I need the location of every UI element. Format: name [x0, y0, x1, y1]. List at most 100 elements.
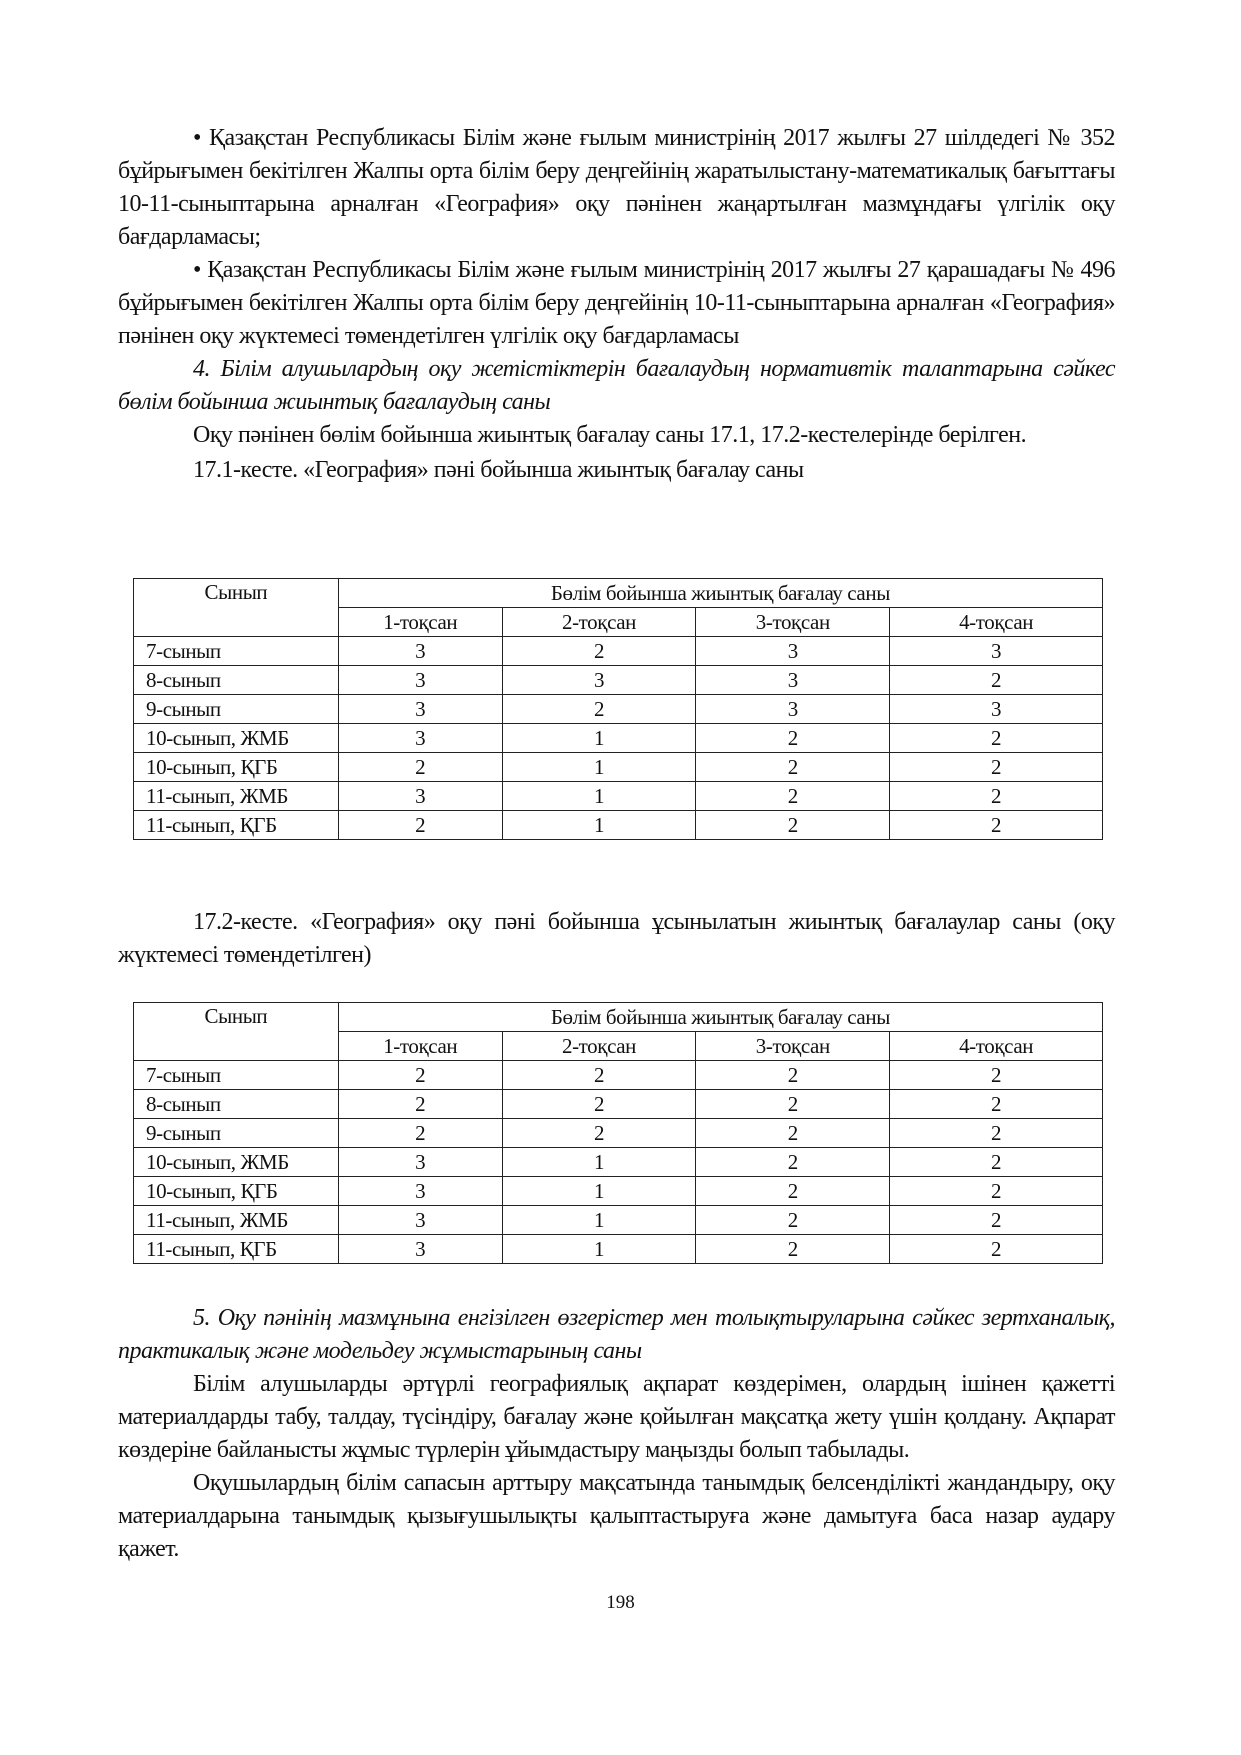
bullet-paragraph: • Қазақстан Республикасы Білім және ғылы…	[118, 125, 1116, 250]
table-row: 10-сынып, ЖМБ 3 1 2 2	[133, 1147, 1103, 1177]
cell-value: 2	[695, 810, 891, 840]
table2-caption-block: 17.2-кесте. «География» оқу пәні бойынша…	[118, 906, 1116, 972]
cell-value: 2	[695, 1205, 891, 1235]
group-header: Бөлім бойынша жиынтық бағалау саны	[337, 578, 1104, 608]
cell-value: 3	[337, 1234, 503, 1264]
table-row: 10-сынып, ҚГБ 2 1 2 2	[133, 752, 1103, 782]
cell-value: 2	[501, 636, 697, 666]
cell-value: 2	[695, 1176, 891, 1206]
row-label: 11-сынып, ЖМБ	[133, 781, 339, 811]
cell-value: 2	[695, 1060, 891, 1090]
cell-value: 2	[501, 1118, 697, 1148]
cell-value: 2	[695, 1147, 891, 1177]
row-label: 11-сынып, ЖМБ	[133, 1205, 339, 1235]
table-header-row: Сынып Бөлім бойынша жиынтық бағалау саны	[133, 578, 1104, 637]
cell-value: 2	[889, 665, 1103, 695]
cell-value: 2	[889, 723, 1103, 753]
column-header-quarter: 3-тоқсан	[695, 607, 891, 637]
cell-value: 2	[695, 723, 891, 753]
table-row: 11-сынып, ҚГБ 3 1 2 2	[133, 1234, 1103, 1264]
cell-value: 2	[889, 810, 1103, 840]
row-label: 8-сынып	[133, 665, 339, 695]
cell-value: 1	[501, 1176, 697, 1206]
cell-value: 2	[695, 752, 891, 782]
cell-value: 3	[889, 636, 1103, 666]
cell-value: 2	[695, 1234, 891, 1264]
cell-value: 3	[695, 665, 891, 695]
cell-value: 2	[501, 1089, 697, 1119]
column-header-quarter: 1-тоқсан	[337, 1031, 503, 1061]
row-label: 11-сынып, ҚГБ	[133, 810, 339, 840]
paragraph: Оқу пәнінен бөлім бойынша жиынтық бағала…	[193, 422, 1027, 448]
cell-value: 2	[501, 694, 697, 724]
column-header-quarter: 4-тоқсан	[889, 607, 1103, 637]
cell-value: 2	[695, 1089, 891, 1119]
cell-value: 1	[501, 1234, 697, 1264]
cell-value: 2	[889, 1205, 1103, 1235]
column-header-class: Сынып	[133, 578, 339, 637]
cell-value: 3	[337, 694, 503, 724]
cell-value: 3	[337, 781, 503, 811]
table-row: 7-сынып 2 2 2 2	[133, 1060, 1103, 1090]
row-label: 10-сынып, ЖМБ	[133, 723, 339, 753]
table-row: 10-сынып, ҚГБ 3 1 2 2	[133, 1176, 1103, 1206]
group-header: Бөлім бойынша жиынтық бағалау саны	[337, 1002, 1104, 1032]
table-row: 7-сынып 3 2 3 3	[133, 636, 1103, 666]
section-heading-4: 4. Білім алушылардың оқу жетістіктерін б…	[118, 356, 1116, 415]
row-label: 9-сынып	[133, 1118, 339, 1148]
table2-caption: 17.2-кесте. «География» оқу пәні бойынша…	[118, 909, 1116, 968]
cell-value: 2	[337, 810, 503, 840]
table-row: 11-сынып, ҚГБ 2 1 2 2	[133, 810, 1103, 840]
cell-value: 1	[501, 1205, 697, 1235]
column-header-quarter: 4-тоқсан	[889, 1031, 1103, 1061]
table-row: 8-сынып 2 2 2 2	[133, 1089, 1103, 1119]
row-label: 8-сынып	[133, 1089, 339, 1119]
top-text: • Қазақстан Республикасы Білім және ғылы…	[118, 122, 1116, 487]
row-label: 7-сынып	[133, 636, 339, 666]
cell-value: 1	[501, 1147, 697, 1177]
row-label: 7-сынып	[133, 1060, 339, 1090]
row-label: 10-сынып, ҚГБ	[133, 752, 339, 782]
cell-value: 2	[337, 1089, 503, 1119]
table1-caption: 17.1-кесте. «География» пәні бойынша жиы…	[193, 457, 804, 483]
paragraph: Оқушылардың білім сапасын арттыру мақсат…	[118, 1470, 1116, 1562]
table-row: 11-сынып, ЖМБ 3 1 2 2	[133, 1205, 1103, 1235]
cell-value: 2	[889, 752, 1103, 782]
column-header-quarter: 2-тоқсан	[501, 607, 697, 637]
page-number: 198	[606, 1592, 635, 1613]
table-row: 11-сынып, ЖМБ 3 1 2 2	[133, 781, 1103, 811]
column-header-quarter: 1-тоқсан	[337, 607, 503, 637]
cell-value: 3	[337, 1147, 503, 1177]
cell-value: 3	[695, 694, 891, 724]
cell-value: 3	[337, 723, 503, 753]
table-row: 9-сынып 3 2 3 3	[133, 694, 1103, 724]
bullet-paragraph: • Қазақстан Республикасы Білім және ғылы…	[118, 257, 1116, 349]
cell-value: 3	[695, 636, 891, 666]
table-row: 10-сынып, ЖМБ 3 1 2 2	[133, 723, 1103, 753]
row-label: 10-сынып, ЖМБ	[133, 1147, 339, 1177]
cell-value: 2	[695, 781, 891, 811]
column-header-class: Сынып	[133, 1002, 339, 1061]
table-row: 8-сынып 3 3 3 2	[133, 665, 1103, 695]
column-header-quarter: 2-тоқсан	[501, 1031, 697, 1061]
cell-value: 2	[889, 1060, 1103, 1090]
row-label: 11-сынып, ҚГБ	[133, 1234, 339, 1264]
table-17-1: Сынып Бөлім бойынша жиынтық бағалау саны 1…	[133, 578, 1104, 840]
cell-value: 2	[889, 781, 1103, 811]
cell-value: 2	[889, 1089, 1103, 1119]
paragraph: Білім алушыларды әртүрлі географиялық ақ…	[118, 1371, 1116, 1463]
row-label: 9-сынып	[133, 694, 339, 724]
cell-value: 1	[501, 781, 697, 811]
cell-value: 1	[501, 752, 697, 782]
cell-value: 2	[501, 1060, 697, 1090]
bottom-text: 5. Оқу пәнінің мазмұнына енгізілген өзге…	[118, 1302, 1116, 1566]
cell-value: 2	[889, 1147, 1103, 1177]
cell-value: 2	[337, 1060, 503, 1090]
cell-value: 3	[337, 636, 503, 666]
table-header-row: Сынып Бөлім бойынша жиынтық бағалау саны	[133, 1002, 1104, 1061]
column-header-quarter: 3-тоқсан	[695, 1031, 891, 1061]
cell-value: 2	[889, 1234, 1103, 1264]
cell-value: 2	[695, 1118, 891, 1148]
cell-value: 3	[337, 1176, 503, 1206]
